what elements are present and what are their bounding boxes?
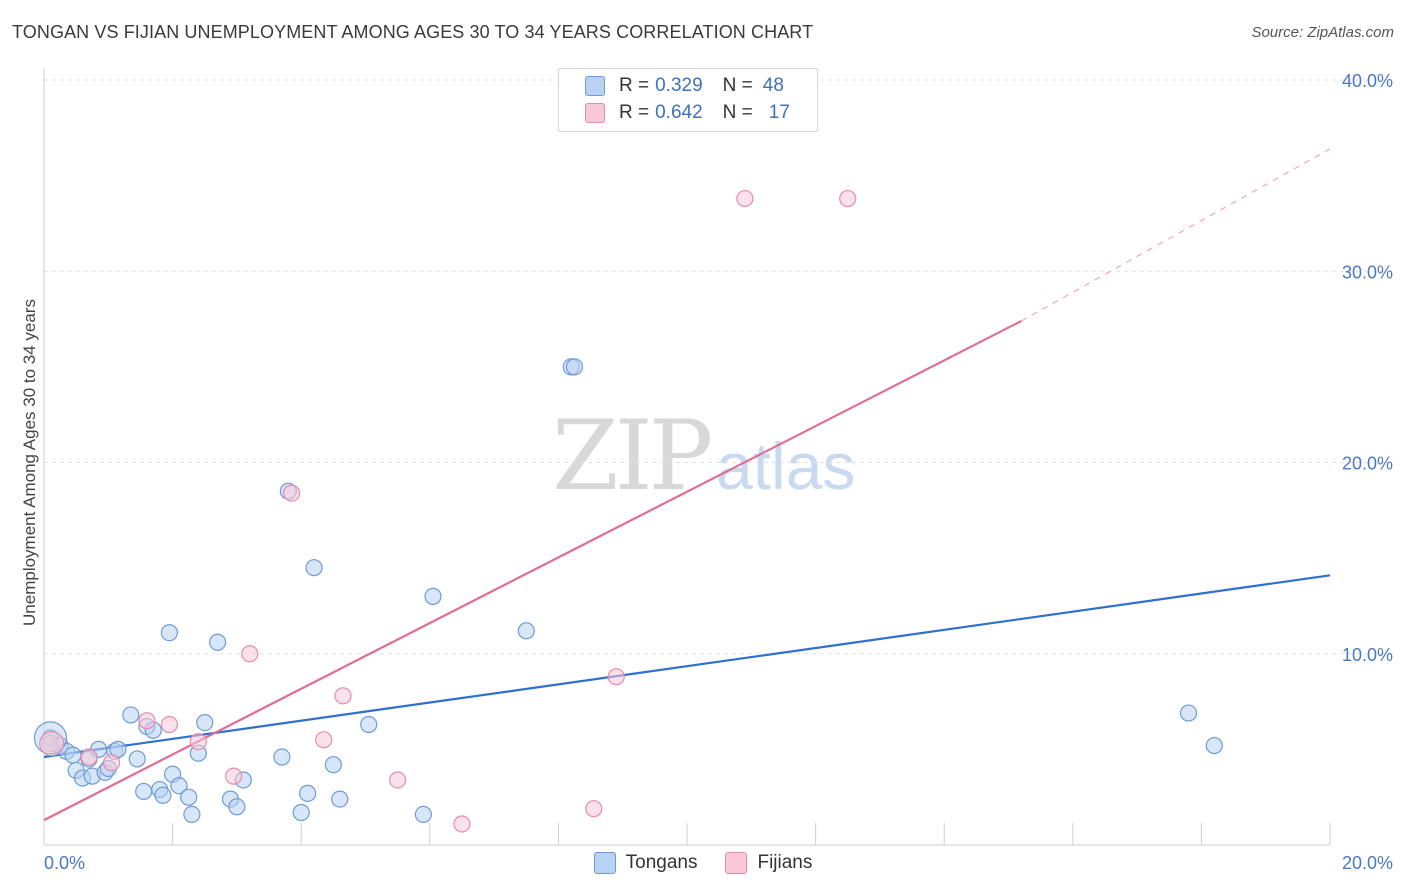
data-points <box>33 189 1223 833</box>
fijian-point <box>39 731 65 757</box>
fijian-point <box>189 733 207 751</box>
tongan-point <box>292 803 310 822</box>
fijian-point <box>315 731 333 749</box>
legend-row-fijians: R = 0.642 N = 17 <box>585 100 790 126</box>
y-tick-label: 10.0% <box>1342 645 1393 665</box>
trend-lines <box>43 148 1331 822</box>
tongan-point <box>196 713 214 732</box>
legend-n-value: 17 <box>768 102 790 123</box>
legend-n-value: 48 <box>762 75 784 96</box>
legend-swatch-tongans <box>585 76 605 96</box>
legend-r-value: 0.329 <box>655 75 703 96</box>
tongan-point <box>414 805 432 824</box>
legend-r-label: R = <box>619 75 650 96</box>
tongan-point <box>1205 736 1223 755</box>
legend-r-value: 0.642 <box>655 102 703 123</box>
fijian-point <box>102 754 121 772</box>
fijian-point <box>160 715 178 734</box>
tongan-point <box>273 748 291 766</box>
fijian-point <box>585 800 603 818</box>
fijian-point <box>736 189 754 208</box>
source-label: Source: ZipAtlas.com <box>1251 24 1394 41</box>
fijian-point <box>453 815 471 833</box>
legend-n-label: N = <box>722 102 753 123</box>
legend-label-fijians: Fijians <box>757 852 813 873</box>
watermark-zip: ZIP <box>552 400 713 512</box>
tongan-point <box>331 790 349 808</box>
tongan-point <box>209 633 227 651</box>
axes <box>43 68 1331 846</box>
legend-r-label: R = <box>619 102 650 123</box>
legend-label-tongans: Tongans <box>625 852 698 873</box>
tongan-point <box>424 587 442 605</box>
legend-item-tongans[interactable]: Tongans <box>593 852 698 874</box>
fijian-point <box>389 771 407 789</box>
legend-n-label: N = <box>722 75 753 96</box>
fijian-point <box>225 767 243 785</box>
tongan-point <box>565 358 584 376</box>
tongan-point <box>1179 704 1198 722</box>
fijian-point <box>839 189 857 208</box>
tongan-point <box>305 559 323 577</box>
tongan-point <box>64 746 82 764</box>
y-tick-label: 30.0% <box>1342 262 1393 282</box>
legend-swatch-fijians <box>725 852 748 874</box>
tongan-point <box>160 624 178 642</box>
legend-swatch-fijians <box>585 103 605 123</box>
x-tick-label: 0.0% <box>44 853 85 873</box>
tongan-point <box>180 788 198 806</box>
legend-item-fijians[interactable]: Fijians <box>725 852 812 874</box>
tongan-point <box>135 782 153 801</box>
stats-legend: R = 0.329 N = 48 R = 0.642 N = 17 <box>558 68 818 132</box>
y-axis-title: Unemployment Among Ages 30 to 34 years <box>20 299 39 626</box>
y-tick-label: 40.0% <box>1342 71 1393 91</box>
tongan-point <box>517 622 535 640</box>
chart-title: TONGAN VS FIJIAN UNEMPLOYMENT AMONG AGES… <box>12 22 814 42</box>
y-tick-label: 20.0% <box>1342 454 1393 474</box>
tongan-point <box>122 706 140 724</box>
tongan-point <box>170 777 188 795</box>
axis-labels: 10.0% 20.0% 30.0% 40.0% 0.0% 20.0% Unemploymen… <box>20 71 1393 873</box>
fijian-trend-line <box>43 319 1022 822</box>
fijian-trend-extension <box>1021 148 1331 322</box>
fijian-point <box>138 712 156 730</box>
tongan-point <box>360 715 378 734</box>
tongan-point <box>154 786 172 804</box>
tongan-point <box>183 805 201 824</box>
fijian-point <box>241 645 259 663</box>
legend-swatch-tongans <box>593 852 616 874</box>
x-tick-label: 20.0% <box>1342 853 1393 873</box>
tongan-point <box>128 750 146 768</box>
tongan-point <box>324 756 342 774</box>
series-legend: Tongans Fijians <box>0 852 1406 874</box>
fijian-point <box>80 748 98 766</box>
fijian-point <box>282 484 301 502</box>
tongan-point <box>228 798 246 816</box>
tongan-trend-line <box>43 574 1331 759</box>
legend-row-tongans: R = 0.329 N = 48 <box>585 73 784 99</box>
fijian-point <box>607 668 625 686</box>
gridlines <box>44 79 1392 655</box>
tongan-point <box>299 784 317 802</box>
fijian-point <box>334 687 352 705</box>
